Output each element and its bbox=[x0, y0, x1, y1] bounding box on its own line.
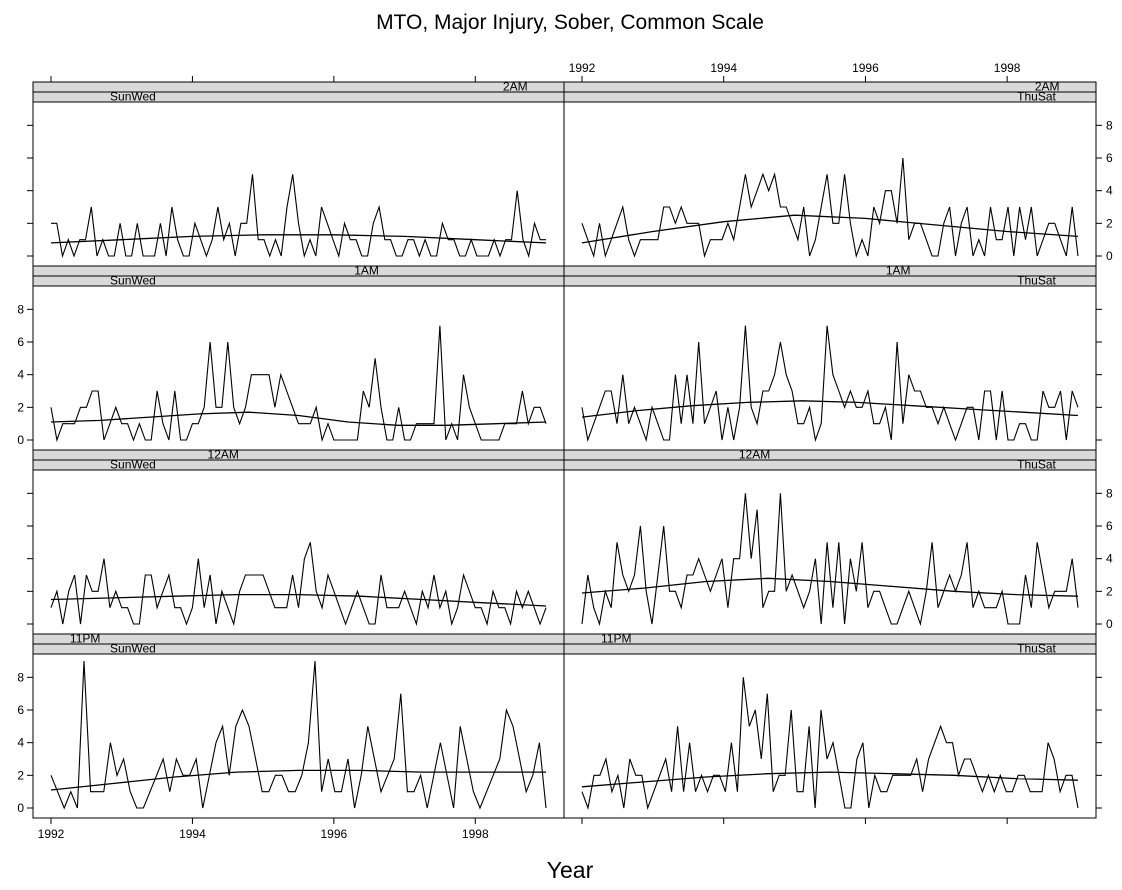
strip-days-label: SunWed bbox=[110, 642, 156, 656]
panel-11pm-sunwed: 11PM SunWed 0 2 4 6 8 1992 1994 1996 1998 bbox=[17, 632, 565, 841]
x-tick-label: 1992 bbox=[38, 827, 65, 841]
x-tick-label: 1992 bbox=[569, 61, 596, 75]
panel-1am-thusat: 1AM ThuSat bbox=[563, 264, 1102, 451]
panel-frame bbox=[32, 101, 565, 267]
panel-1am-sunwed: 1AM SunWed 0 2 4 6 8 bbox=[17, 264, 565, 451]
y-tick-label: 8 bbox=[1106, 118, 1113, 132]
series-line bbox=[581, 677, 1079, 811]
y-tick-label: 6 bbox=[17, 703, 24, 717]
strip-hour-label: 2AM bbox=[503, 80, 528, 94]
strip-days-label: SunWed bbox=[110, 90, 156, 104]
y-tick-label: 8 bbox=[1106, 486, 1113, 500]
strip-days-label: ThuSat bbox=[1017, 90, 1056, 104]
smooth-line bbox=[50, 769, 546, 791]
series-line bbox=[581, 493, 1079, 627]
panel-frame bbox=[32, 285, 565, 451]
chart-title: MTO, Major Injury, Sober, Common Scale bbox=[376, 11, 764, 34]
strip-days-label: ThuSat bbox=[1017, 642, 1056, 656]
panel-frame bbox=[563, 101, 1097, 267]
smooth-line bbox=[581, 214, 1079, 244]
panel-frame bbox=[563, 285, 1097, 451]
x-tick-label: 1996 bbox=[852, 61, 879, 75]
panel-frame bbox=[563, 653, 1097, 819]
smooth-line bbox=[581, 400, 1079, 418]
panel-frame bbox=[563, 469, 1097, 635]
y-tick-label: 6 bbox=[1106, 151, 1113, 165]
y-tick-label: 2 bbox=[17, 400, 24, 414]
y-tick-label: 4 bbox=[17, 368, 24, 382]
series-line bbox=[50, 660, 547, 810]
y-tick-label: 0 bbox=[17, 433, 24, 447]
y-tick-label: 6 bbox=[17, 335, 24, 349]
strip-days-label: SunWed bbox=[110, 274, 156, 288]
y-tick-label: 8 bbox=[17, 670, 24, 684]
y-tick-label: 8 bbox=[17, 302, 24, 316]
smooth-line bbox=[581, 577, 1079, 597]
panel-11pm-thusat: 11PM ThuSat bbox=[563, 632, 1102, 824]
series-line bbox=[581, 157, 1079, 259]
y-tick-label: 2 bbox=[1106, 584, 1113, 598]
panel-12am-sunwed: 12AM SunWed bbox=[27, 448, 565, 635]
panel-2am-sunwed: 2AM SunWed bbox=[27, 76, 565, 267]
series-line bbox=[581, 325, 1079, 443]
smooth-line bbox=[50, 234, 547, 244]
series-line bbox=[51, 174, 546, 259]
y-tick-label: 6 bbox=[1106, 519, 1113, 533]
x-tick-label: 1994 bbox=[710, 61, 737, 75]
x-axis-label: Year bbox=[547, 857, 594, 883]
x-tick-label: 1998 bbox=[994, 61, 1021, 75]
y-tick-label: 2 bbox=[1106, 216, 1113, 230]
strip-days-label: ThuSat bbox=[1017, 274, 1056, 288]
panel-12am-thusat: 12AM ThuSat 0 2 4 6 8 bbox=[563, 448, 1113, 635]
strip-hour-label: 11PM bbox=[601, 632, 631, 646]
y-tick-label: 0 bbox=[17, 801, 24, 815]
y-tick-label: 0 bbox=[1106, 249, 1113, 263]
strip-days-label: SunWed bbox=[110, 458, 156, 472]
smooth-line bbox=[581, 771, 1079, 788]
strip-hour-label: 1AM bbox=[354, 264, 379, 278]
y-tick-label: 2 bbox=[17, 768, 24, 782]
smooth-line bbox=[50, 593, 547, 607]
y-tick-label: 0 bbox=[1106, 617, 1113, 631]
strip-days-label: ThuSat bbox=[1017, 458, 1056, 472]
y-tick-label: 4 bbox=[1106, 184, 1113, 198]
strip-hour-label: 2AM bbox=[1035, 80, 1060, 94]
strip-hour-label: 12AM bbox=[208, 448, 239, 462]
y-tick-label: 4 bbox=[1106, 552, 1113, 566]
strip-hour-label: 1AM bbox=[886, 264, 911, 278]
smooth-line bbox=[50, 411, 547, 426]
x-tick-label: 1998 bbox=[462, 827, 489, 841]
x-tick-label: 1996 bbox=[321, 827, 348, 841]
x-tick-label: 1994 bbox=[179, 827, 206, 841]
series-line bbox=[50, 325, 547, 443]
strip-hour-label: 11PM bbox=[70, 632, 100, 646]
panel-frame bbox=[32, 653, 565, 819]
strip-hour-label: 12AM bbox=[739, 448, 770, 462]
panel-frame bbox=[32, 469, 565, 635]
y-tick-label: 4 bbox=[17, 736, 24, 750]
series-line bbox=[50, 542, 547, 627]
